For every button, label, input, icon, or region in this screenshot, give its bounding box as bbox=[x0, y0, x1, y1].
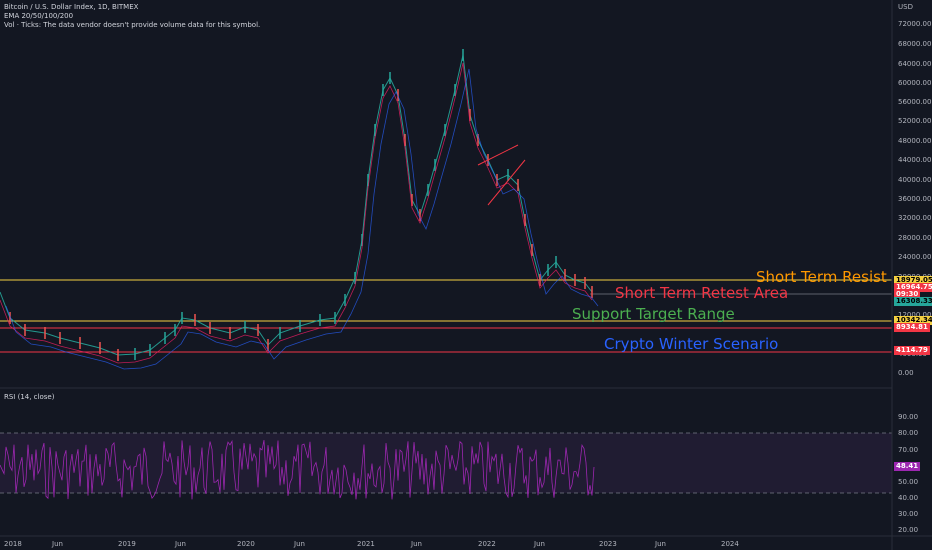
trend-line bbox=[477, 144, 519, 166]
rsi-tick-label: 20.00 bbox=[898, 526, 919, 534]
ema-50-line bbox=[5, 68, 599, 370]
rsi-tick-label: 40.00 bbox=[898, 494, 919, 502]
price-tag: 10342.34 bbox=[894, 316, 932, 325]
rsi-title[interactable]: RSI (14, close) bbox=[4, 393, 55, 401]
ema-legend[interactable]: EMA 20/50/100/200 bbox=[4, 12, 74, 20]
price-tick-label: 28000.00 bbox=[898, 234, 932, 242]
annotation-label[interactable]: Crypto Winter Scenario bbox=[604, 335, 779, 353]
time-tick-label: 2023 bbox=[599, 540, 617, 548]
time-tick-label: 2021 bbox=[357, 540, 375, 548]
rsi-value-tag: 48.41 bbox=[894, 462, 921, 471]
price-tag: 4114.79 bbox=[894, 346, 930, 355]
currency-label: USD bbox=[898, 3, 913, 11]
price-tick-label: 60000.00 bbox=[898, 79, 932, 87]
price-tag: 18979.05 bbox=[894, 276, 932, 285]
annotation-label[interactable]: Short Term Retest Area bbox=[615, 284, 789, 302]
time-tick-label: Jun bbox=[52, 540, 63, 548]
price-tick-label: 0.00 bbox=[898, 369, 914, 377]
rsi-line bbox=[0, 439, 595, 500]
price-tick-label: 24000.00 bbox=[898, 253, 932, 261]
volume-legend[interactable]: Vol · Ticks: The data vendor doesn't pro… bbox=[4, 21, 261, 29]
price-tick-label: 68000.00 bbox=[898, 40, 932, 48]
rsi-tick-label: 80.00 bbox=[898, 429, 919, 437]
time-tick-label: 2020 bbox=[237, 540, 255, 548]
price-tick-label: 64000.00 bbox=[898, 60, 932, 68]
time-tick-label: 2019 bbox=[118, 540, 136, 548]
rsi-tick-label: 30.00 bbox=[898, 510, 919, 518]
symbol-title[interactable]: Bitcoin / U.S. Dollar Index, 1D, BITMEX bbox=[4, 3, 139, 11]
price-tag: 16964.75 bbox=[894, 283, 932, 292]
trend-line bbox=[487, 159, 526, 206]
time-tick-label: 2022 bbox=[478, 540, 496, 548]
price-tick-label: 40000.00 bbox=[898, 176, 932, 184]
time-tick-label: 2024 bbox=[721, 540, 739, 548]
price-tick-label: 36000.00 bbox=[898, 195, 932, 203]
price-tick-label: 44000.00 bbox=[898, 156, 932, 164]
rsi-tick-label: 90.00 bbox=[898, 413, 919, 421]
time-tick-label: Jun bbox=[411, 540, 422, 548]
price-tick-label: 52000.00 bbox=[898, 117, 932, 125]
ema-20-line bbox=[0, 62, 593, 364]
time-tick-label: Jun bbox=[655, 540, 666, 548]
time-tick-label: Jun bbox=[534, 540, 545, 548]
annotation-label[interactable]: Support Target Range bbox=[572, 305, 735, 323]
price-tag: 16308.33 bbox=[894, 297, 932, 306]
time-tick-label: Jun bbox=[175, 540, 186, 548]
price-tick-label: 72000.00 bbox=[898, 20, 932, 28]
rsi-tick-label: 50.00 bbox=[898, 478, 919, 486]
time-tick-label: Jun bbox=[294, 540, 305, 548]
price-tick-label: 48000.00 bbox=[898, 137, 932, 145]
rsi-tick-label: 70.00 bbox=[898, 446, 919, 454]
time-tick-label: 2018 bbox=[4, 540, 22, 548]
price-tick-label: 32000.00 bbox=[898, 214, 932, 222]
price-tag: 8934.81 bbox=[894, 323, 930, 332]
price-tag: 09:30 bbox=[894, 290, 921, 299]
price-tick-label: 12000.00 bbox=[898, 311, 932, 319]
price-line bbox=[0, 54, 593, 356]
rsi-band bbox=[0, 433, 892, 493]
price-tick-label: 56000.00 bbox=[898, 98, 932, 106]
annotation-label[interactable]: Short Term Resist bbox=[756, 268, 887, 286]
